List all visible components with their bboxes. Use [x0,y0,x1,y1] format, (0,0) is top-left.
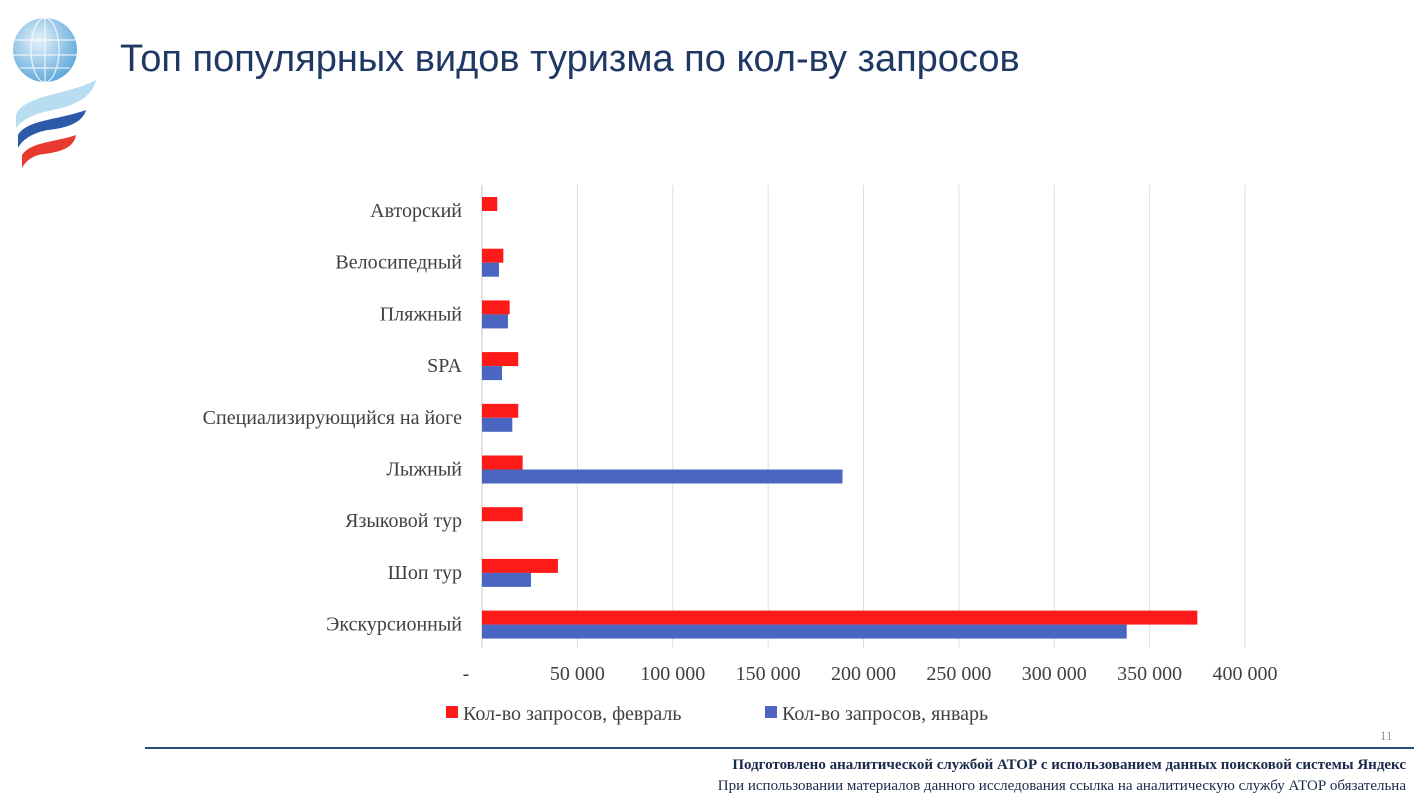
page-title: Топ популярных видов туризма по кол-ву з… [120,38,1020,80]
ator-logo [8,10,103,175]
category-label: Специализирующийся на йоге [203,407,462,429]
bar-january [482,314,508,329]
x-tick-label: 150 000 [736,663,801,685]
bar-january [482,417,513,432]
category-label: Шоп тур [388,562,462,584]
page-number: 11 [1380,728,1393,743]
category-label: Экскурсионный [326,614,462,636]
x-tick-label: - [463,663,470,685]
bar-february [482,507,523,522]
legend-label: Кол-во запросов, февраль [463,703,682,725]
bar-february [482,455,523,470]
category-label: Лыжный [386,459,462,481]
x-tick-label: 50 000 [550,663,605,685]
bar-february [482,403,519,418]
bar-january [482,572,532,587]
bar-february [482,610,1198,625]
x-tick-label: 100 000 [640,663,705,685]
bar-february [482,197,498,211]
x-tick-label: 250 000 [926,663,991,685]
category-label: Велосипедный [335,252,462,274]
bar-january [482,262,499,277]
bar-february [482,352,519,367]
category-label: Пляжный [380,303,463,325]
footer-divider [145,747,1414,749]
legend-swatch [446,706,458,718]
category-label: Авторский [370,200,462,222]
x-tick-label: 300 000 [1022,663,1087,685]
bar-february [482,558,558,573]
bar-january [482,366,503,381]
bar-january [482,624,1127,639]
bar-february [482,300,510,315]
bar-january [482,469,843,484]
footer-source: Подготовлено аналитической службой АТОР … [732,757,1406,773]
category-label: Языковой тур [345,510,462,532]
bar-february [482,248,504,263]
x-tick-label: 400 000 [1213,663,1278,685]
x-tick-label: 200 000 [831,663,896,685]
legend-swatch [765,706,777,718]
x-tick-label: 350 000 [1117,663,1182,685]
category-label: SPA [427,355,462,377]
footer-notice: При использовании материалов данного исс… [717,778,1406,794]
legend-label: Кол-во запросов, январь [782,703,988,725]
bar-chart: Авторский Велосипедный Пляжный SPA Специализ… [203,185,1278,725]
